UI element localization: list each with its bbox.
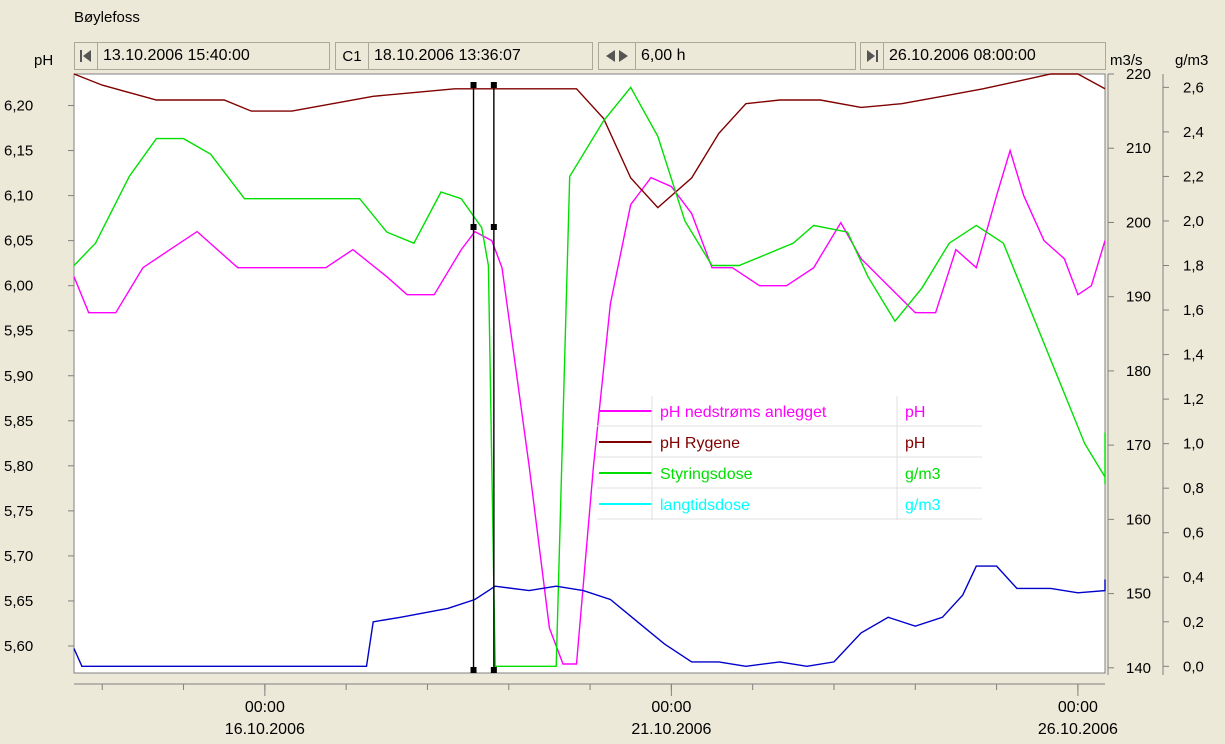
x-tick-time-2: 00:00 xyxy=(1058,699,1098,716)
plot-area[interactable] xyxy=(73,73,1106,674)
legend-name-3: langtidsdose xyxy=(660,497,750,514)
left-tick-label-10: 5,70 xyxy=(4,548,33,565)
right-y-axis-dose: 2,6 2,4 2,2 2,0 1,8 1,6 1,4 1,2 1,0 0,8 0,6 0,4 0,2 0… xyxy=(1162,74,1204,675)
right-axis-unit-flow: m3/s xyxy=(1110,52,1143,69)
start-time-value: 13.10.2006 15:40:00 xyxy=(103,47,250,64)
cursor-time-field[interactable]: C1 18.10.2006 13:36:07 xyxy=(335,42,593,70)
right-flow-tick-label-6: 160 xyxy=(1126,511,1151,528)
left-tick-label-9: 5,75 xyxy=(4,503,33,520)
left-tick-label-2: 6,10 xyxy=(4,188,33,205)
left-tick-label-0: 6,20 xyxy=(4,98,33,115)
x-axis: 00:00 16.10.2006 00:00 21.10.2006 00:00 26.10… xyxy=(74,683,1118,738)
right-flow-tick-label-2: 200 xyxy=(1126,214,1151,231)
left-tick-label-12: 5,60 xyxy=(4,638,33,655)
left-tick-label-8: 5,80 xyxy=(4,458,33,475)
legend: pH nedstrøms anlegget pH pH Rygene pH Styrin… xyxy=(597,396,982,520)
start-time-field[interactable]: 13.10.2006 15:40:00 xyxy=(74,42,330,70)
left-tick-label-6: 5,90 xyxy=(4,368,33,385)
right-dose-tick-label-7: 1,2 xyxy=(1183,391,1204,408)
series-line-0 xyxy=(73,148,1106,665)
right-flow-tick-label-5: 170 xyxy=(1126,437,1151,454)
series-line-3 xyxy=(73,565,1106,668)
legend-unit-3: g/m3 xyxy=(905,497,941,514)
right-flow-tick-label-7: 150 xyxy=(1126,586,1151,603)
right-dose-tick-label-13: 0,0 xyxy=(1183,658,1204,675)
right-flow-tick-label-8: 140 xyxy=(1126,660,1151,677)
legend-unit-0: pH xyxy=(905,404,925,421)
cursor-selector-button[interactable]: C1 xyxy=(336,43,369,69)
right-flow-tick-label-0: 220 xyxy=(1126,66,1151,83)
legend-unit-1: pH xyxy=(905,435,925,452)
series-layer xyxy=(73,73,1106,668)
skip-to-start-icon[interactable] xyxy=(75,43,98,69)
cursor-marker-1 xyxy=(490,224,497,230)
right-dose-tick-label-1: 2,4 xyxy=(1183,124,1204,141)
legend-name-0: pH nedstrøms anlegget xyxy=(660,404,827,421)
x-tick-date-2: 26.10.2006 xyxy=(1038,721,1118,738)
right-axis-unit-dose: g/m3 xyxy=(1175,52,1209,69)
right-dose-tick-label-8: 1,0 xyxy=(1183,436,1204,453)
legend-unit-2: g/m3 xyxy=(905,466,941,483)
left-tick-label-4: 6,00 xyxy=(4,278,33,295)
cursor-handle-top-1[interactable] xyxy=(490,82,497,88)
cursor-time-value: 18.10.2006 13:36:07 xyxy=(374,47,521,64)
cursor-layer[interactable] xyxy=(470,82,497,673)
left-y-axis: 6,20 6,15 6,10 6,05 6,00 5,95 5,90 5,85 5,80 5,75… xyxy=(4,98,74,655)
x-tick-date-0: 16.10.2006 xyxy=(225,721,305,738)
series-line-2 xyxy=(73,86,1106,667)
right-dose-tick-label-10: 0,6 xyxy=(1183,525,1204,542)
left-tick-label-11: 5,65 xyxy=(4,593,33,610)
right-dose-tick-label-5: 1,6 xyxy=(1183,302,1204,319)
end-time-value: 26.10.2006 08:00:00 xyxy=(889,47,1036,64)
right-dose-tick-label-9: 0,8 xyxy=(1183,480,1204,497)
legend-name-1: pH Rygene xyxy=(660,435,740,452)
x-tick-time-1: 00:00 xyxy=(651,699,691,716)
window-title: Bøylefoss xyxy=(74,9,140,26)
skip-to-end-icon[interactable] xyxy=(861,43,884,69)
right-flow-tick-label-3: 190 xyxy=(1126,289,1151,306)
right-dose-tick-label-12: 0,2 xyxy=(1183,614,1204,631)
left-axis-unit: pH xyxy=(34,52,54,69)
right-flow-tick-label-4: 180 xyxy=(1126,363,1151,380)
series-line-1 xyxy=(73,73,1106,209)
legend-name-2: Styringsdose xyxy=(660,466,753,483)
span-value: 6,00 h xyxy=(641,47,686,64)
cursor-handle-bottom-0[interactable] xyxy=(470,667,477,673)
right-y-axis-flow: 220 210 200 190 180 170 160 150 140 xyxy=(1107,66,1151,677)
x-tick-time-0: 00:00 xyxy=(245,699,285,716)
right-dose-tick-label-4: 1,8 xyxy=(1183,258,1204,275)
left-tick-label-3: 6,05 xyxy=(4,233,33,250)
right-flow-tick-label-1: 210 xyxy=(1126,140,1151,157)
cursor-marker-0 xyxy=(470,224,477,230)
zoom-span-arrows-icon[interactable] xyxy=(599,43,636,69)
right-dose-tick-label-3: 2,0 xyxy=(1183,213,1204,230)
span-field[interactable]: 6,00 h xyxy=(598,42,856,70)
x-tick-date-1: 21.10.2006 xyxy=(631,721,711,738)
right-dose-tick-label-6: 1,4 xyxy=(1183,347,1204,364)
left-tick-label-5: 5,95 xyxy=(4,323,33,340)
end-time-field[interactable]: 26.10.2006 08:00:00 xyxy=(860,42,1106,70)
left-tick-label-1: 6,15 xyxy=(4,143,33,160)
right-dose-tick-label-0: 2,6 xyxy=(1183,79,1204,96)
left-tick-label-7: 5,85 xyxy=(4,413,33,430)
cursor-handle-bottom-1[interactable] xyxy=(490,667,497,673)
cursor-handle-top-0[interactable] xyxy=(470,82,477,88)
right-dose-tick-label-11: 0,4 xyxy=(1183,569,1204,586)
right-dose-tick-label-2: 2,2 xyxy=(1183,168,1204,185)
